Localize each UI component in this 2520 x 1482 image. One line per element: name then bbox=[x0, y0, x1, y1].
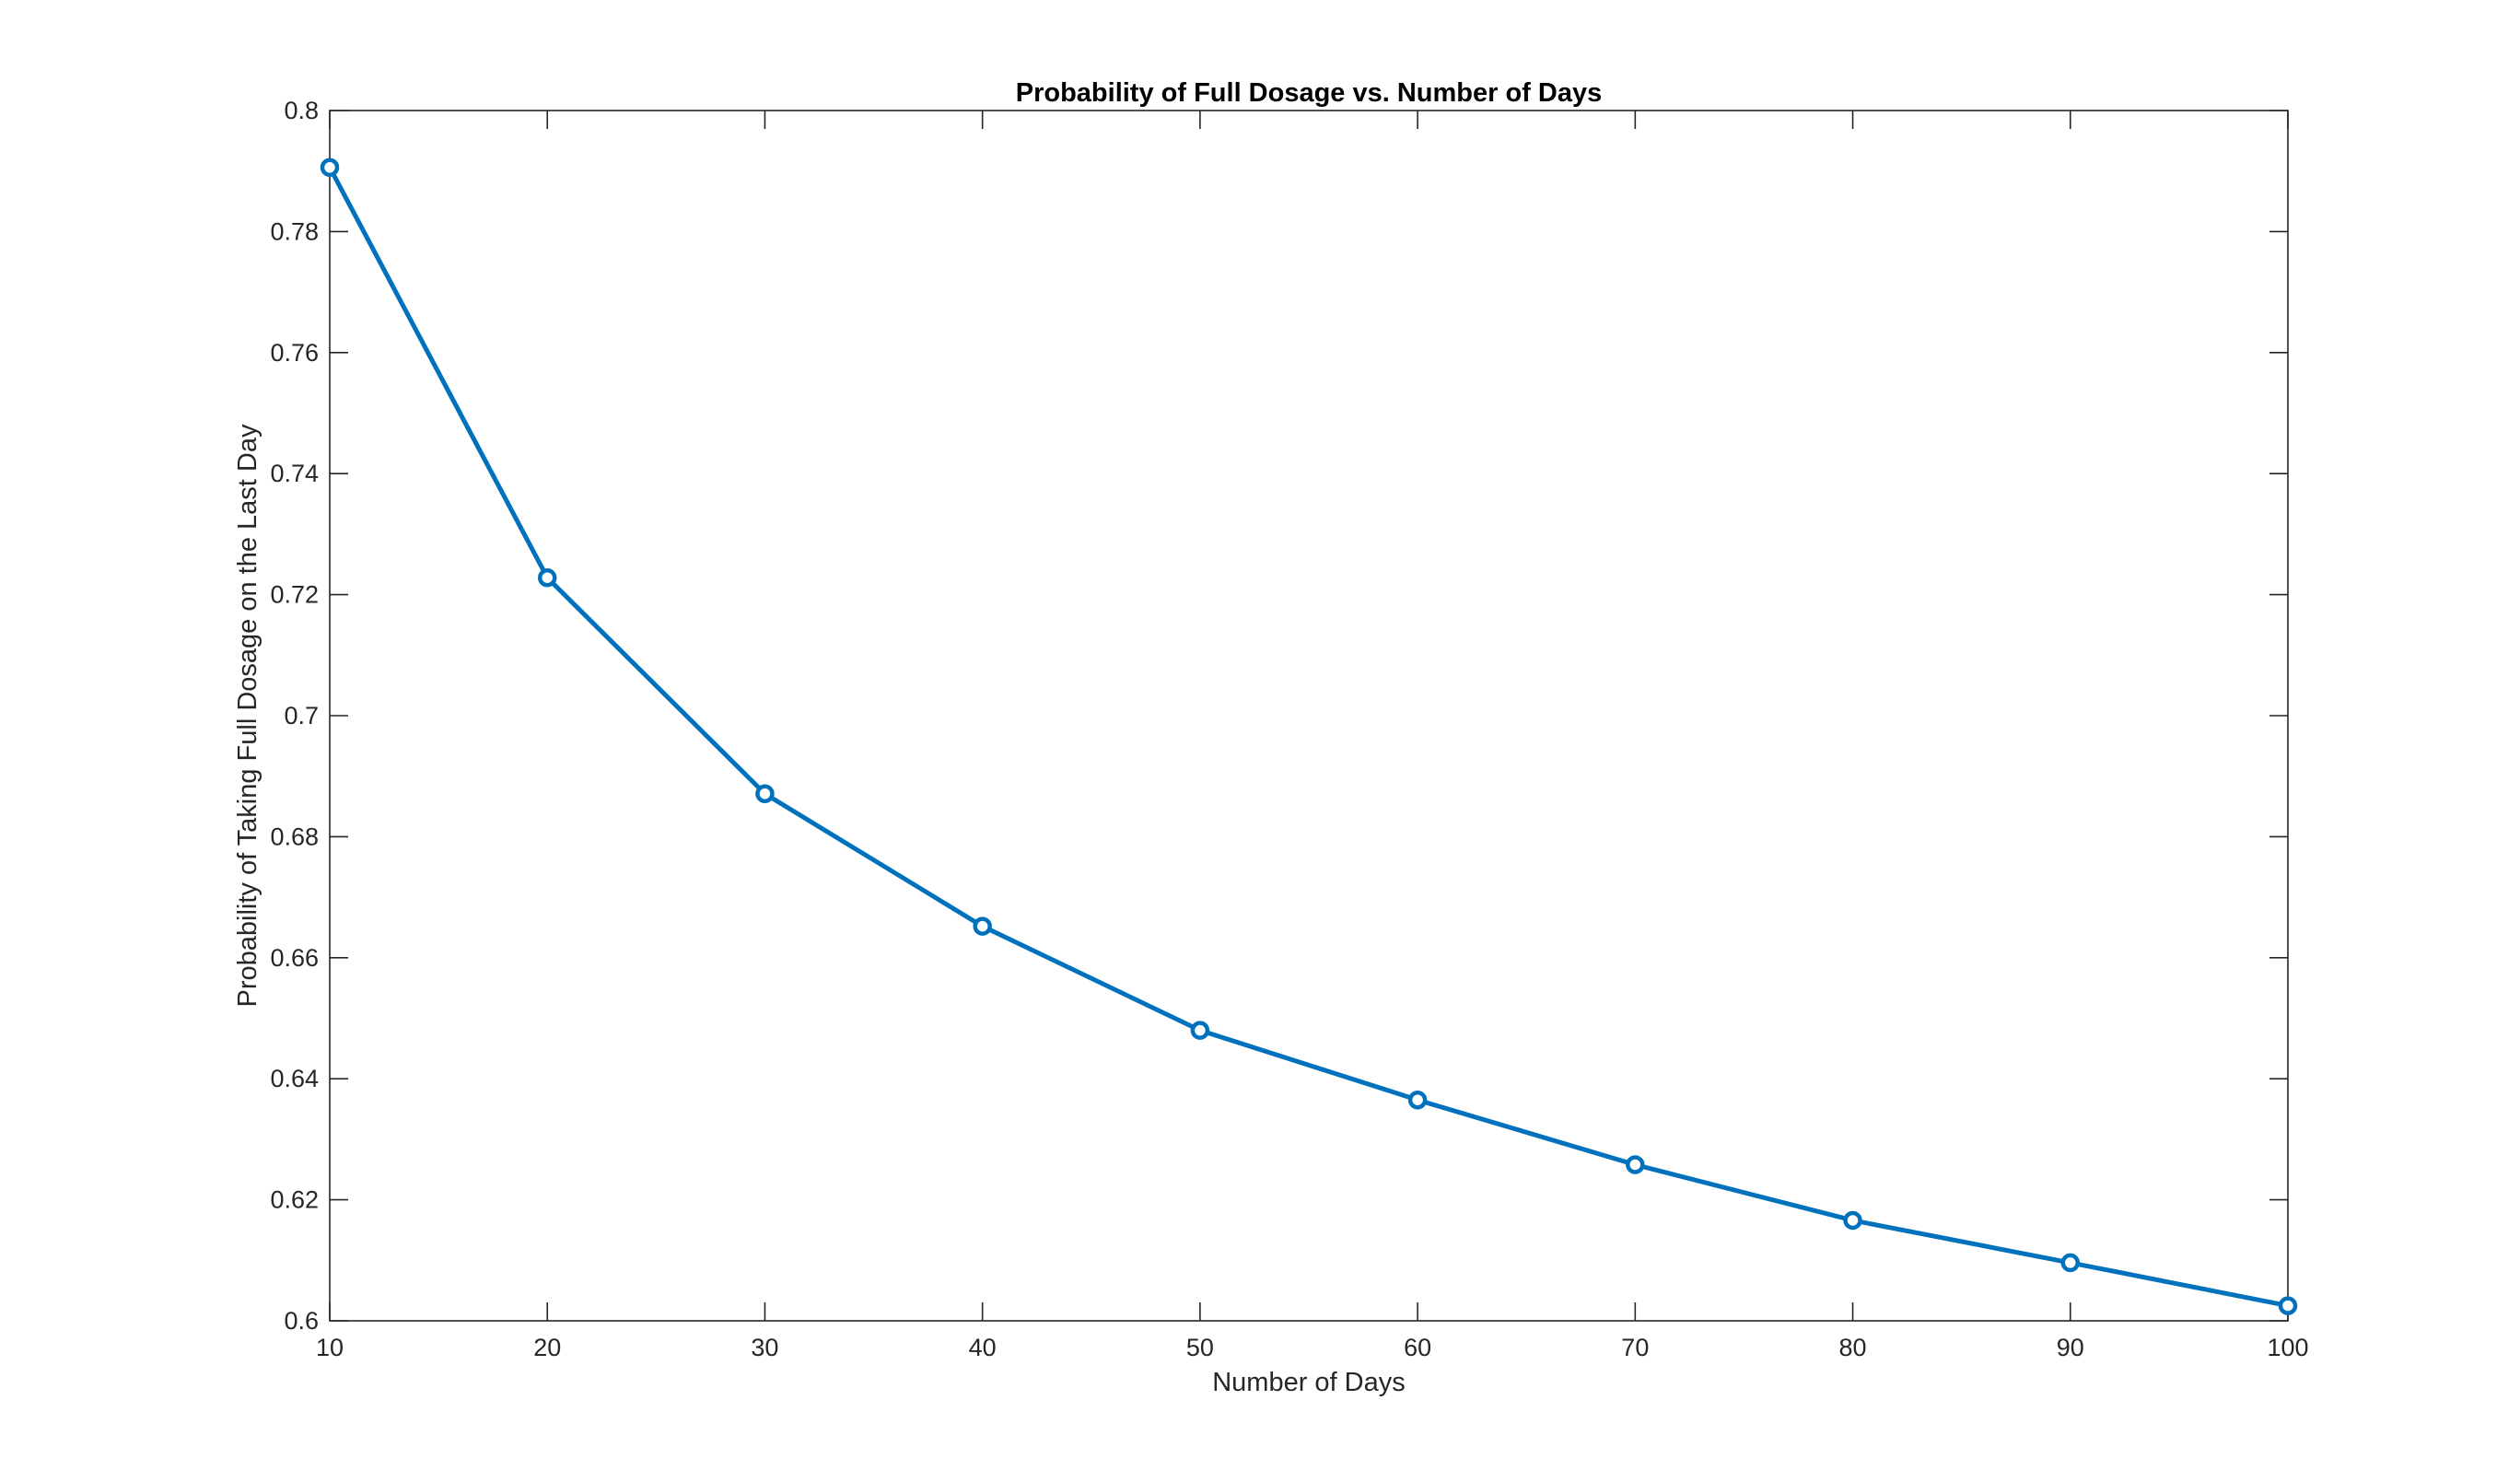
y-tick-label: 0.66 bbox=[270, 944, 319, 972]
x-tick-label: 80 bbox=[1839, 1334, 1867, 1361]
y-tick-label: 0.72 bbox=[270, 581, 319, 609]
data-point-marker bbox=[2278, 1296, 2298, 1315]
y-tick-label: 0.76 bbox=[270, 339, 319, 367]
data-point-marker bbox=[2060, 1253, 2081, 1273]
data-point-marker bbox=[1190, 1021, 1210, 1040]
y-tick-label: 0.62 bbox=[270, 1186, 319, 1214]
x-tick-label: 60 bbox=[1404, 1334, 1431, 1361]
data-point-marker bbox=[1626, 1155, 1645, 1174]
chart-title: Probability of Full Dosage vs. Number of… bbox=[1016, 78, 1603, 108]
data-point-marker bbox=[973, 916, 992, 936]
y-tick-label: 0.6 bbox=[284, 1307, 319, 1335]
y-axis-label: Probability of Taking Full Dosage on the… bbox=[233, 424, 262, 1007]
series-line bbox=[327, 165, 2291, 1309]
data-point-marker bbox=[1843, 1210, 1862, 1231]
y-tick-label: 0.74 bbox=[270, 460, 319, 487]
x-tick-label: 70 bbox=[1621, 1334, 1649, 1361]
x-tick-label: 20 bbox=[533, 1334, 561, 1361]
y-tick-label: 0.78 bbox=[270, 217, 319, 245]
x-axis-ticks bbox=[329, 111, 2289, 1321]
x-tick-label: 40 bbox=[969, 1334, 997, 1361]
x-tick-label: 50 bbox=[1186, 1334, 1214, 1361]
data-point-marker bbox=[320, 158, 340, 178]
data-point-marker bbox=[1407, 1090, 1428, 1110]
y-axis-tick-labels: 0.6 0.62 0.64 0.66 0.68 0.7 0.72 0.74 0.76 0.78 0.… bbox=[270, 97, 319, 1335]
data-point-marker bbox=[537, 567, 557, 588]
data-point-marker bbox=[755, 784, 775, 804]
x-tick-label: 10 bbox=[316, 1334, 344, 1361]
x-tick-label: 30 bbox=[751, 1334, 778, 1361]
y-tick-label: 0.7 bbox=[284, 702, 319, 729]
y-tick-label: 0.68 bbox=[270, 823, 319, 850]
plot-box bbox=[329, 110, 2289, 1322]
x-tick-label: 90 bbox=[2057, 1334, 2084, 1361]
series-layer bbox=[320, 158, 2298, 1315]
y-tick-label: 0.8 bbox=[284, 97, 319, 124]
y-tick-label: 0.64 bbox=[270, 1065, 319, 1092]
x-axis-tick-labels: 10 20 30 40 50 60 70 80 90 100 bbox=[316, 1334, 2309, 1361]
x-axis-label: Number of Days bbox=[1212, 1368, 1406, 1397]
plot-background bbox=[330, 111, 2288, 1321]
x-tick-label: 100 bbox=[2267, 1334, 2308, 1361]
